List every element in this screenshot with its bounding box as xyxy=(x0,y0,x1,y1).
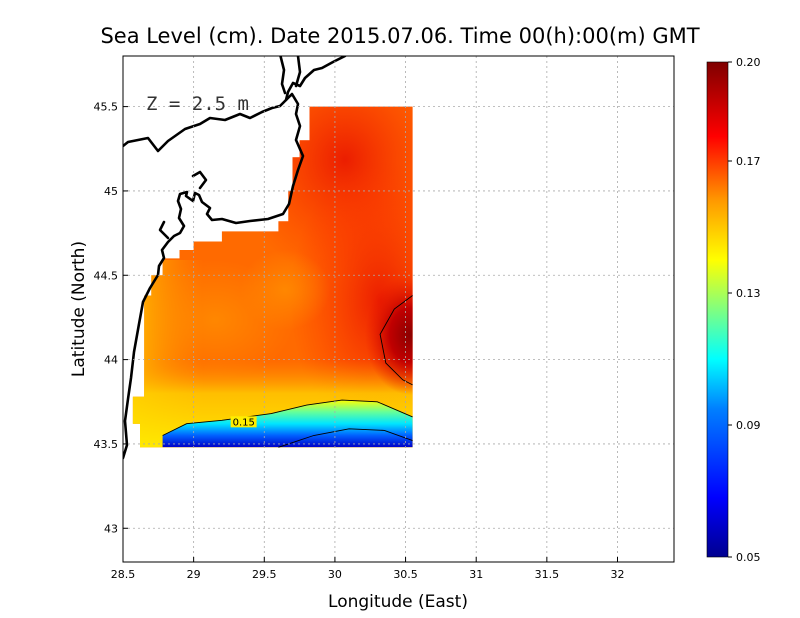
coastline-lagoon-b xyxy=(294,56,302,88)
field-blue-band xyxy=(162,400,413,448)
x-tick-label: 31 xyxy=(469,568,483,581)
colorbar-tick-label: 0.17 xyxy=(736,155,761,168)
coastline-lagoon-d xyxy=(158,220,170,240)
y-tick-label: 44 xyxy=(104,354,118,367)
contour-label: 0.15 xyxy=(233,417,255,428)
x-tick-label: 31.5 xyxy=(535,568,560,581)
contour-line xyxy=(379,295,413,386)
contour-lines: 0.15 xyxy=(162,295,413,448)
x-tick-label: 29 xyxy=(187,568,201,581)
coastline-inlet xyxy=(123,92,305,460)
contour-label-bg xyxy=(230,416,257,428)
contour-line xyxy=(278,428,413,448)
coastline-lagoon-c xyxy=(191,170,208,190)
sea-level-field xyxy=(132,106,413,448)
x-tick-label: 32 xyxy=(610,568,624,581)
plot-frame xyxy=(122,55,675,563)
colorbar-ticks: 0.05 0.09 0.13 0.17 0.20 xyxy=(728,56,761,564)
contour-line xyxy=(162,399,413,436)
y-axis-ticks: 43 43.5 44 44.5 45 45.5 xyxy=(94,101,128,535)
map-title: Sea Level (cm). Date 2015.07.06. Time 00… xyxy=(100,24,699,48)
y-axis-label: Latitude (North) xyxy=(69,241,89,377)
y-tick-label: 44.5 xyxy=(94,269,119,282)
depth-annotation: Z = 2.5 m xyxy=(146,93,249,115)
x-axis-label: Longitude (East) xyxy=(328,592,468,612)
x-tick-label: 30 xyxy=(328,568,342,581)
x-tick-label: 28.5 xyxy=(111,568,136,581)
coastline-north xyxy=(123,56,347,153)
y-tick-label: 45.5 xyxy=(94,101,119,114)
x-tick-label: 30.5 xyxy=(393,568,418,581)
x-tick-label: 29.5 xyxy=(252,568,277,581)
grid-lines xyxy=(123,56,674,562)
y-tick-label: 45 xyxy=(104,185,118,198)
colorbar: 0.05 0.09 0.13 0.17 0.20 xyxy=(706,56,761,564)
colorbar-gradient xyxy=(706,61,729,558)
coastline-upper-lagoon xyxy=(279,56,287,95)
colorbar-tick-label: 0.09 xyxy=(736,419,761,432)
field-orange-center xyxy=(240,250,330,330)
colorbar-tick-label: 0.13 xyxy=(736,287,761,300)
colorbar-tick-label: 0.20 xyxy=(736,56,761,69)
x-axis-ticks: 28.5 29 29.5 30 30.5 31 31.5 32 xyxy=(111,557,624,581)
y-tick-label: 43.5 xyxy=(94,438,119,451)
colorbar-tick-label: 0.05 xyxy=(736,551,761,564)
coastline xyxy=(123,56,347,460)
y-tick-label: 43 xyxy=(104,522,118,535)
